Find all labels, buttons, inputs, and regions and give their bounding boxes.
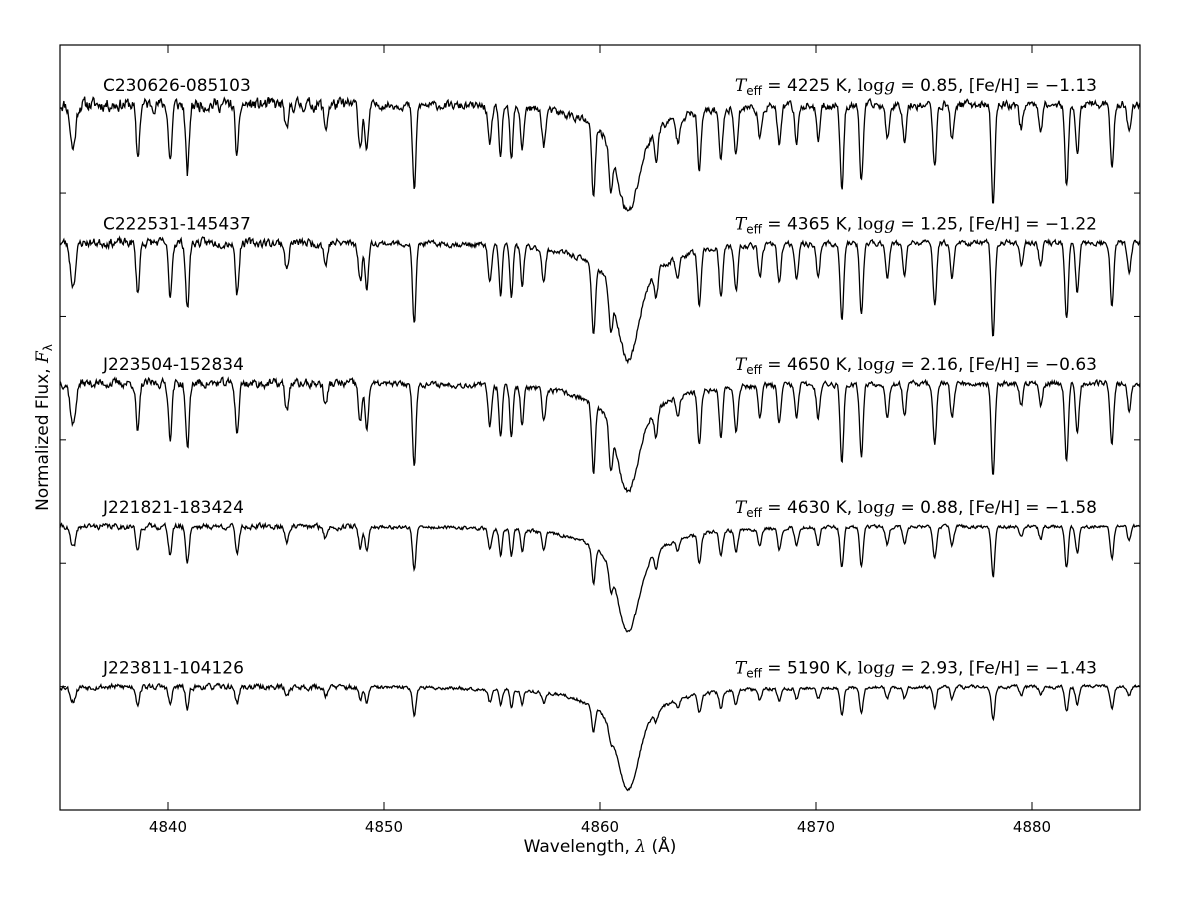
plot-frame xyxy=(59,44,1141,811)
series-name-label: J223504-152834 xyxy=(102,355,244,375)
series-name-label: J223811-104126 xyxy=(102,659,244,679)
x-tick-label: 4840 xyxy=(149,818,187,836)
series-params-label: Teff = 4650 K, logg = 2.16, [Fe/H] = −0.… xyxy=(735,355,1097,377)
x-axis-ticks: 4840 4850 4860 4870 4880 xyxy=(149,45,1051,836)
series-params-label: Teff = 4630 K, logg = 0.88, [Fe/H] = −1.… xyxy=(735,498,1097,520)
x-tick-label: 4860 xyxy=(581,818,619,836)
series-name-label: J221821-183424 xyxy=(102,498,244,518)
spectra-group xyxy=(59,95,1141,792)
series-name-label: C230626-085103 xyxy=(103,76,251,96)
series-params-label: Teff = 4225 K, logg = 0.85, [Fe/H] = −1.… xyxy=(735,76,1097,98)
x-tick-label: 4870 xyxy=(797,818,835,836)
x-tick-label: 4880 xyxy=(1013,818,1051,836)
x-axis-label: Wavelength, λ (Å) xyxy=(524,835,677,857)
spectrum-line-4 xyxy=(59,521,1141,633)
y-axis-ticks xyxy=(60,192,1140,688)
x-tick-label: 4850 xyxy=(365,818,403,836)
spectrum-line-3 xyxy=(59,376,1141,494)
series-params-label: Teff = 5190 K, logg = 2.93, [Fe/H] = −1.… xyxy=(735,659,1097,681)
spectrum-line-5 xyxy=(59,682,1141,792)
series-params-label: Teff = 4365 K, logg = 1.25, [Fe/H] = −1.… xyxy=(735,214,1097,236)
y-axis-label: Normalized Flux, Fλ xyxy=(33,344,55,511)
series-labels: C230626-085103 Teff = 4225 K, logg = 0.85… xyxy=(102,76,1097,680)
spectrum-line-2 xyxy=(59,235,1141,365)
spectrum-line-1 xyxy=(59,95,1141,212)
series-name-label: C222531-145437 xyxy=(103,214,251,234)
